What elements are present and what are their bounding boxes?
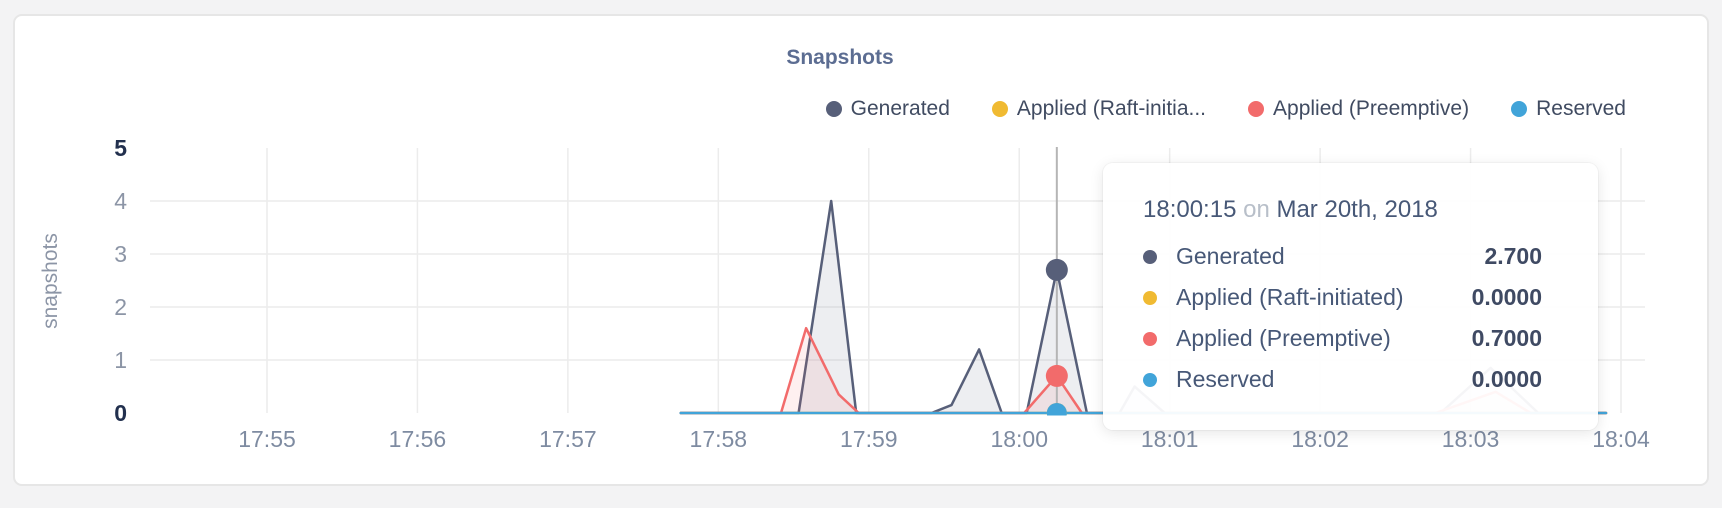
chart-axis-ticks: 17:55 17:56 17:57 17:58 17:59 18:00 18:01 18:02… [114, 135, 1650, 452]
x-tick-label: 18:02 [1291, 426, 1349, 452]
tooltip-row-value: 0.0000 [1471, 284, 1542, 310]
legend-item-reserved[interactable]: Reserved [1511, 97, 1626, 121]
hover-point-reserved [1046, 403, 1067, 416]
legend-item-generated[interactable]: Generated [825, 97, 950, 121]
x-tick-label: 18:00 [990, 426, 1048, 452]
legend-dot-reserved [1511, 101, 1528, 117]
chart-legend: Generated Applied (Raft-initia... Applied … [825, 97, 1626, 121]
x-tick-label: 17:56 [389, 426, 447, 452]
legend-dot-preemptive [1248, 101, 1265, 117]
x-tick-label: 17:57 [539, 426, 597, 452]
chart-tooltip: 18:00:15 on Mar 20th, 2018 Generated 2.70… [1103, 163, 1598, 430]
hover-point-preemptive [1045, 364, 1068, 387]
tooltip-row-value: 0.7000 [1471, 325, 1542, 351]
tooltip-row-value: 0.0000 [1471, 366, 1542, 392]
tooltip-row-raft: Applied (Raft-initiated) 0.0000 [1143, 277, 1542, 318]
chart-hover-layer [1045, 147, 1068, 416]
hover-point-generated [1045, 258, 1068, 281]
legend-item-raft[interactable]: Applied (Raft-initia... [991, 97, 1207, 121]
tooltip-date: Mar 20th, 2018 [1276, 196, 1438, 223]
y-axis-title: snapshots [39, 233, 62, 329]
y-tick-label: 5 [114, 135, 127, 161]
y-tick-label: 2 [114, 294, 127, 320]
x-tick-label: 17:59 [840, 426, 898, 452]
x-tick-label: 18:03 [1442, 426, 1500, 452]
tooltip-row-label: Applied (Preemptive) [1176, 325, 1391, 351]
tooltip-separator: on [1243, 196, 1270, 223]
tooltip-row-label: Applied (Raft-initiated) [1176, 284, 1404, 310]
y-tick-label: 3 [114, 241, 127, 267]
x-tick-label: 18:04 [1592, 426, 1650, 452]
y-tick-label: 4 [114, 188, 127, 214]
tooltip-row-label: Reserved [1176, 366, 1275, 392]
tooltip-title: 18:00:15 on Mar 20th, 2018 [1143, 196, 1542, 224]
legend-dot-generated [825, 101, 842, 117]
tooltip-row-value: 2.700 [1484, 243, 1542, 269]
tooltip-row-preemptive: Applied (Preemptive) 0.7000 [1143, 318, 1542, 359]
tooltip-rows: Generated 2.700 Applied (Raft-initiated) 0.… [1143, 236, 1542, 400]
tooltip-row-label: Generated [1176, 243, 1285, 269]
legend-item-preemptive[interactable]: Applied (Preemptive) [1248, 97, 1469, 121]
x-tick-label: 17:55 [238, 426, 296, 452]
chart-title: Snapshots [786, 46, 894, 69]
tooltip-row-reserved: Reserved 0.0000 [1143, 359, 1542, 400]
tooltip-row-generated: Generated 2.700 [1143, 236, 1542, 277]
y-tick-label: 1 [114, 347, 127, 373]
legend-label: Generated [850, 97, 950, 120]
y-tick-label: 0 [114, 400, 127, 426]
legend-label: Reserved [1536, 97, 1626, 120]
x-tick-label: 18:01 [1141, 426, 1199, 452]
tooltip-time: 18:00:15 [1143, 196, 1237, 223]
legend-label: Applied (Raft-initia... [1016, 97, 1207, 120]
x-tick-label: 17:58 [690, 426, 748, 452]
tooltip-dot-generated [1143, 249, 1157, 264]
tooltip-dot-reserved [1143, 372, 1157, 387]
tooltip-dot-raft [1143, 290, 1157, 305]
legend-dot-raft [991, 101, 1008, 117]
legend-label: Applied (Preemptive) [1273, 97, 1470, 120]
tooltip-dot-preemptive [1143, 331, 1157, 346]
